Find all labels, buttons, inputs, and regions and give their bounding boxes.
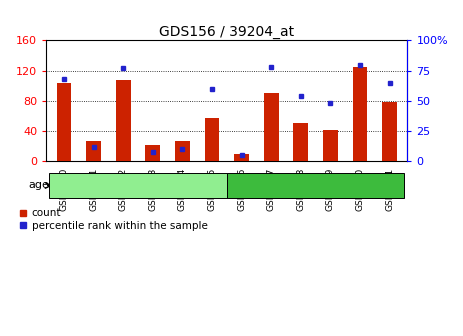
Bar [323,129,338,161]
Text: age: age [28,180,49,191]
Bar [382,102,397,161]
Text: 21-31 year: 21-31 year [108,180,169,191]
FancyBboxPatch shape [49,173,227,198]
Bar [56,83,71,161]
Bar [353,67,368,161]
Bar [264,93,279,161]
Text: 62-77 year: 62-77 year [285,180,346,191]
Bar [116,80,131,161]
FancyBboxPatch shape [227,173,405,198]
Bar [234,154,249,161]
Title: GDS156 / 39204_at: GDS156 / 39204_at [159,25,294,39]
Legend: count, percentile rank within the sample: count, percentile rank within the sample [19,208,207,231]
Bar [86,141,101,161]
Bar [175,141,190,161]
Bar [205,118,219,161]
Bar [294,124,308,161]
Bar [145,144,160,161]
